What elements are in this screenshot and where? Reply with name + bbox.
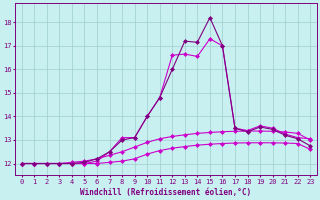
X-axis label: Windchill (Refroidissement éolien,°C): Windchill (Refroidissement éolien,°C) — [80, 188, 252, 197]
